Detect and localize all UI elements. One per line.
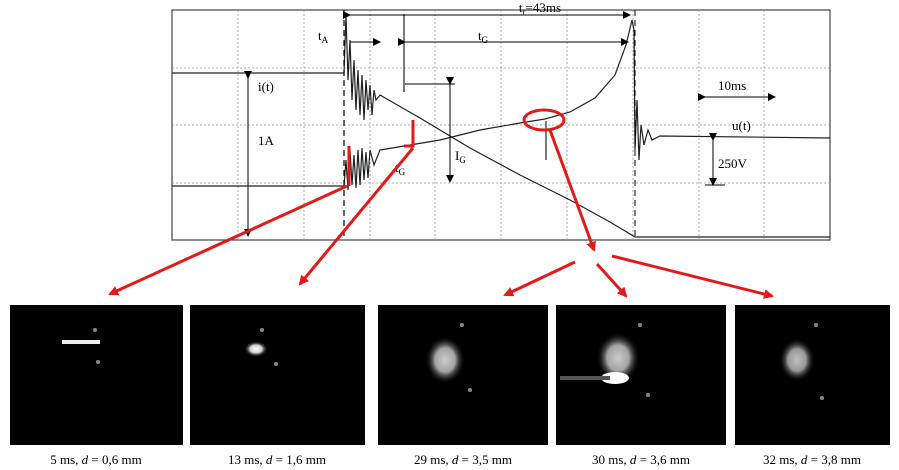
- red-arrow: [611, 254, 774, 299]
- t-g-label: tG: [478, 28, 489, 45]
- red-arrow: [548, 129, 596, 252]
- scope-grid: [172, 10, 830, 240]
- oscillogram: tr=43ms tA tG i(t) 1A IG tG 10ms u(t) 25…: [171, 0, 831, 241]
- red-arrow: [595, 262, 628, 298]
- photo: [10, 305, 183, 445]
- red-arrow: [108, 184, 348, 296]
- red-arrow: [503, 260, 576, 297]
- t-a-label: tA: [318, 28, 329, 45]
- dimension-lines: [244, 11, 776, 237]
- photo: [735, 305, 890, 445]
- total-time-label: tr=43ms: [519, 0, 561, 17]
- frame-caption: 29 ms, d = 3,5 mm: [414, 452, 512, 467]
- voltage-trace: [172, 19, 831, 191]
- voltage-label: u(t): [732, 118, 751, 133]
- photo: [190, 305, 365, 445]
- red-marker: [404, 120, 415, 148]
- current-scale: 1A: [258, 133, 275, 148]
- frame-caption: 30 ms, d = 3,6 mm: [592, 452, 690, 467]
- voltage-scale: 250V: [718, 156, 748, 171]
- highlights: [108, 108, 774, 299]
- red-ellipse: [522, 108, 566, 132]
- red-arrow: [298, 147, 415, 286]
- current-trace: [172, 14, 830, 238]
- photo: [556, 305, 726, 445]
- frame-caption: 13 ms, d = 1,6 mm: [228, 452, 326, 467]
- time-scale: 10ms: [718, 78, 746, 93]
- frame-caption: 5 ms, d = 0,6 mm: [50, 452, 141, 467]
- frame-caption: 32 ms, d = 3,8 mm: [763, 452, 861, 467]
- current-label: i(t): [258, 79, 274, 94]
- photo: [378, 305, 548, 445]
- i-g-label: IG: [455, 148, 466, 165]
